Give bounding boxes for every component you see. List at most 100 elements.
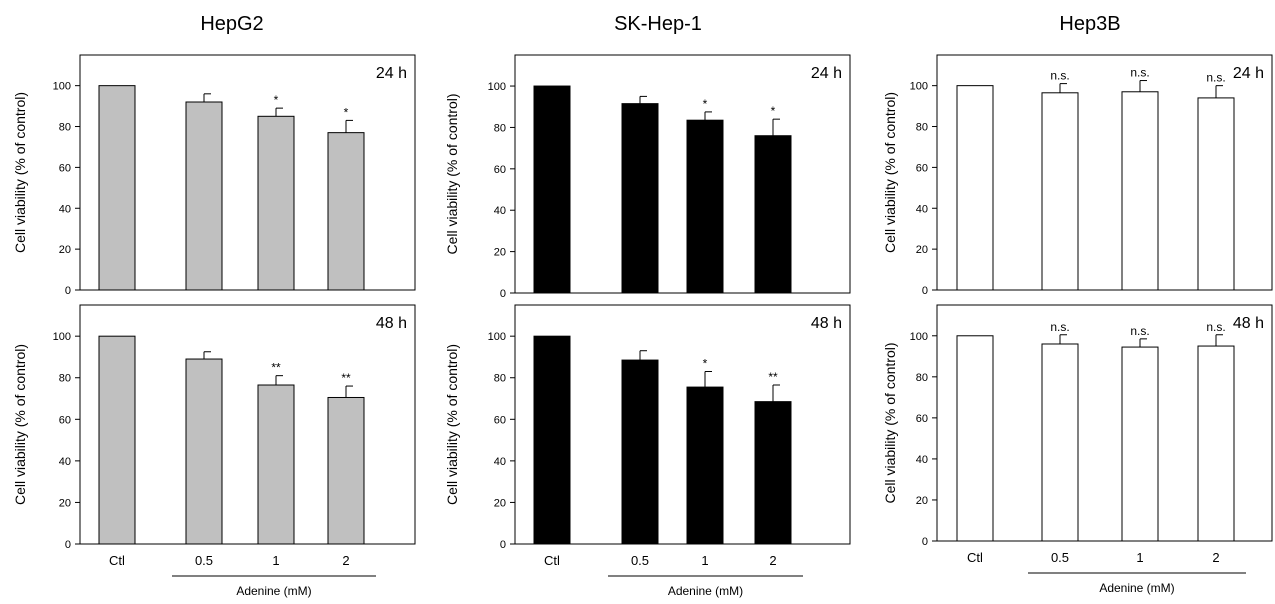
plot-frame [936, 304, 1273, 542]
y-tick-label: 100 [488, 331, 506, 343]
bar [1041, 343, 1079, 542]
y-tick-label: 80 [59, 122, 71, 134]
bar [257, 384, 295, 545]
y-tick-label: 60 [916, 162, 928, 174]
plot-frame [514, 54, 851, 294]
y-tick-label: 20 [916, 495, 928, 507]
y-tick-label: 40 [916, 454, 928, 466]
panel-4: 0 20 40 60 80 100 Cell viability (% of control… [12, 304, 416, 598]
significance-label: * [771, 104, 776, 118]
significance-label: n.s. [1206, 320, 1225, 334]
y-tick-label: 0 [500, 539, 506, 551]
y-tick-label: 80 [916, 122, 928, 134]
x-axis-label: Adenine (mM) [1099, 581, 1174, 595]
bar [257, 115, 295, 291]
y-tick-label: 60 [59, 162, 71, 174]
x-tick-label: 2 [769, 553, 776, 568]
y-axis-label: Cell viability (% of control) [444, 93, 460, 254]
y-tick-label: 60 [59, 414, 71, 426]
bar [98, 335, 136, 545]
significance-label: * [703, 357, 708, 371]
panel-6: 0 20 40 60 80 100 Cell viability (% of control… [882, 304, 1273, 595]
significance-label: * [274, 93, 279, 107]
y-tick-label: 0 [65, 285, 71, 297]
y-tick-label: 40 [494, 456, 506, 468]
panel-3: Hep3B 0 20 40 60 80 100 Cell viability (% of co… [882, 13, 1273, 297]
x-tick-label: 1 [1136, 550, 1143, 565]
significance-label: * [703, 97, 708, 111]
panel-2: SK-Hep-1 0 20 40 60 80 100 Cell viability (% of… [444, 13, 851, 300]
significance-label: n.s. [1050, 69, 1069, 83]
time-label: 48 h [1233, 315, 1264, 332]
y-tick-label: 20 [916, 244, 928, 256]
y-tick-label: 100 [488, 81, 506, 93]
y-axis-label: Cell viability (% of control) [12, 92, 28, 253]
y-axis-label: Cell viability (% of control) [12, 344, 28, 505]
x-tick-label: Ctl [967, 550, 983, 565]
x-tick-label: 0.5 [631, 553, 649, 568]
bar [754, 135, 792, 294]
bar [327, 396, 365, 545]
y-tick-label: 40 [59, 203, 71, 215]
plot-frame [514, 304, 851, 545]
plot-frame [936, 54, 1273, 291]
x-tick-label: 1 [272, 553, 279, 568]
y-tick-label: 20 [59, 497, 71, 509]
plot-frame [79, 54, 416, 291]
y-tick-label: 20 [494, 497, 506, 509]
significance-label: ** [271, 361, 281, 375]
panel-5: 0 20 40 60 80 100 Cell viability (% of control… [444, 304, 851, 598]
bar [1121, 91, 1159, 291]
y-tick-label: 0 [500, 288, 506, 300]
bar [533, 85, 571, 294]
bar [1197, 345, 1235, 542]
x-tick-label: 2 [1212, 550, 1219, 565]
time-label: 48 h [376, 315, 407, 332]
significance-label: ** [341, 371, 351, 385]
y-tick-label: 100 [910, 331, 928, 343]
bar [1121, 346, 1159, 542]
significance-label: n.s. [1130, 66, 1149, 80]
time-label: 24 h [811, 65, 842, 82]
bar [956, 335, 994, 542]
bar [1041, 92, 1079, 291]
y-tick-label: 100 [53, 331, 71, 343]
x-tick-label: 0.5 [1051, 550, 1069, 565]
y-tick-label: 0 [922, 536, 928, 548]
x-tick-label: 1 [701, 553, 708, 568]
time-label: 24 h [376, 65, 407, 82]
bar [621, 103, 659, 294]
x-tick-label: Ctl [544, 553, 560, 568]
time-label: 48 h [811, 315, 842, 332]
y-tick-label: 60 [916, 413, 928, 425]
x-axis-label: Adenine (mM) [668, 584, 743, 598]
y-tick-label: 40 [59, 456, 71, 468]
significance-label: ** [768, 370, 778, 384]
y-tick-label: 100 [910, 81, 928, 93]
significance-label: * [344, 105, 349, 119]
bar [686, 386, 724, 545]
y-axis-label: Cell viability (% of control) [444, 344, 460, 505]
panel-1: HepG2 0 20 40 60 80 100 Cell viability (% of co… [12, 13, 416, 297]
x-tick-label: 0.5 [195, 553, 213, 568]
y-tick-label: 80 [916, 372, 928, 384]
y-tick-label: 100 [53, 81, 71, 93]
y-tick-label: 0 [65, 539, 71, 551]
y-tick-label: 60 [494, 164, 506, 176]
y-tick-label: 20 [494, 247, 506, 259]
column-title: HepG2 [200, 13, 263, 35]
x-tick-label: 2 [342, 553, 349, 568]
bar [1197, 97, 1235, 291]
y-tick-label: 80 [494, 122, 506, 134]
bar [754, 401, 792, 545]
bar [327, 132, 365, 291]
plot-frame [79, 304, 416, 545]
y-tick-label: 60 [494, 414, 506, 426]
column-title: Hep3B [1059, 13, 1120, 35]
y-tick-label: 80 [59, 373, 71, 385]
time-label: 24 h [1233, 65, 1264, 82]
x-axis-label: Adenine (mM) [236, 584, 311, 598]
bar [185, 101, 223, 291]
